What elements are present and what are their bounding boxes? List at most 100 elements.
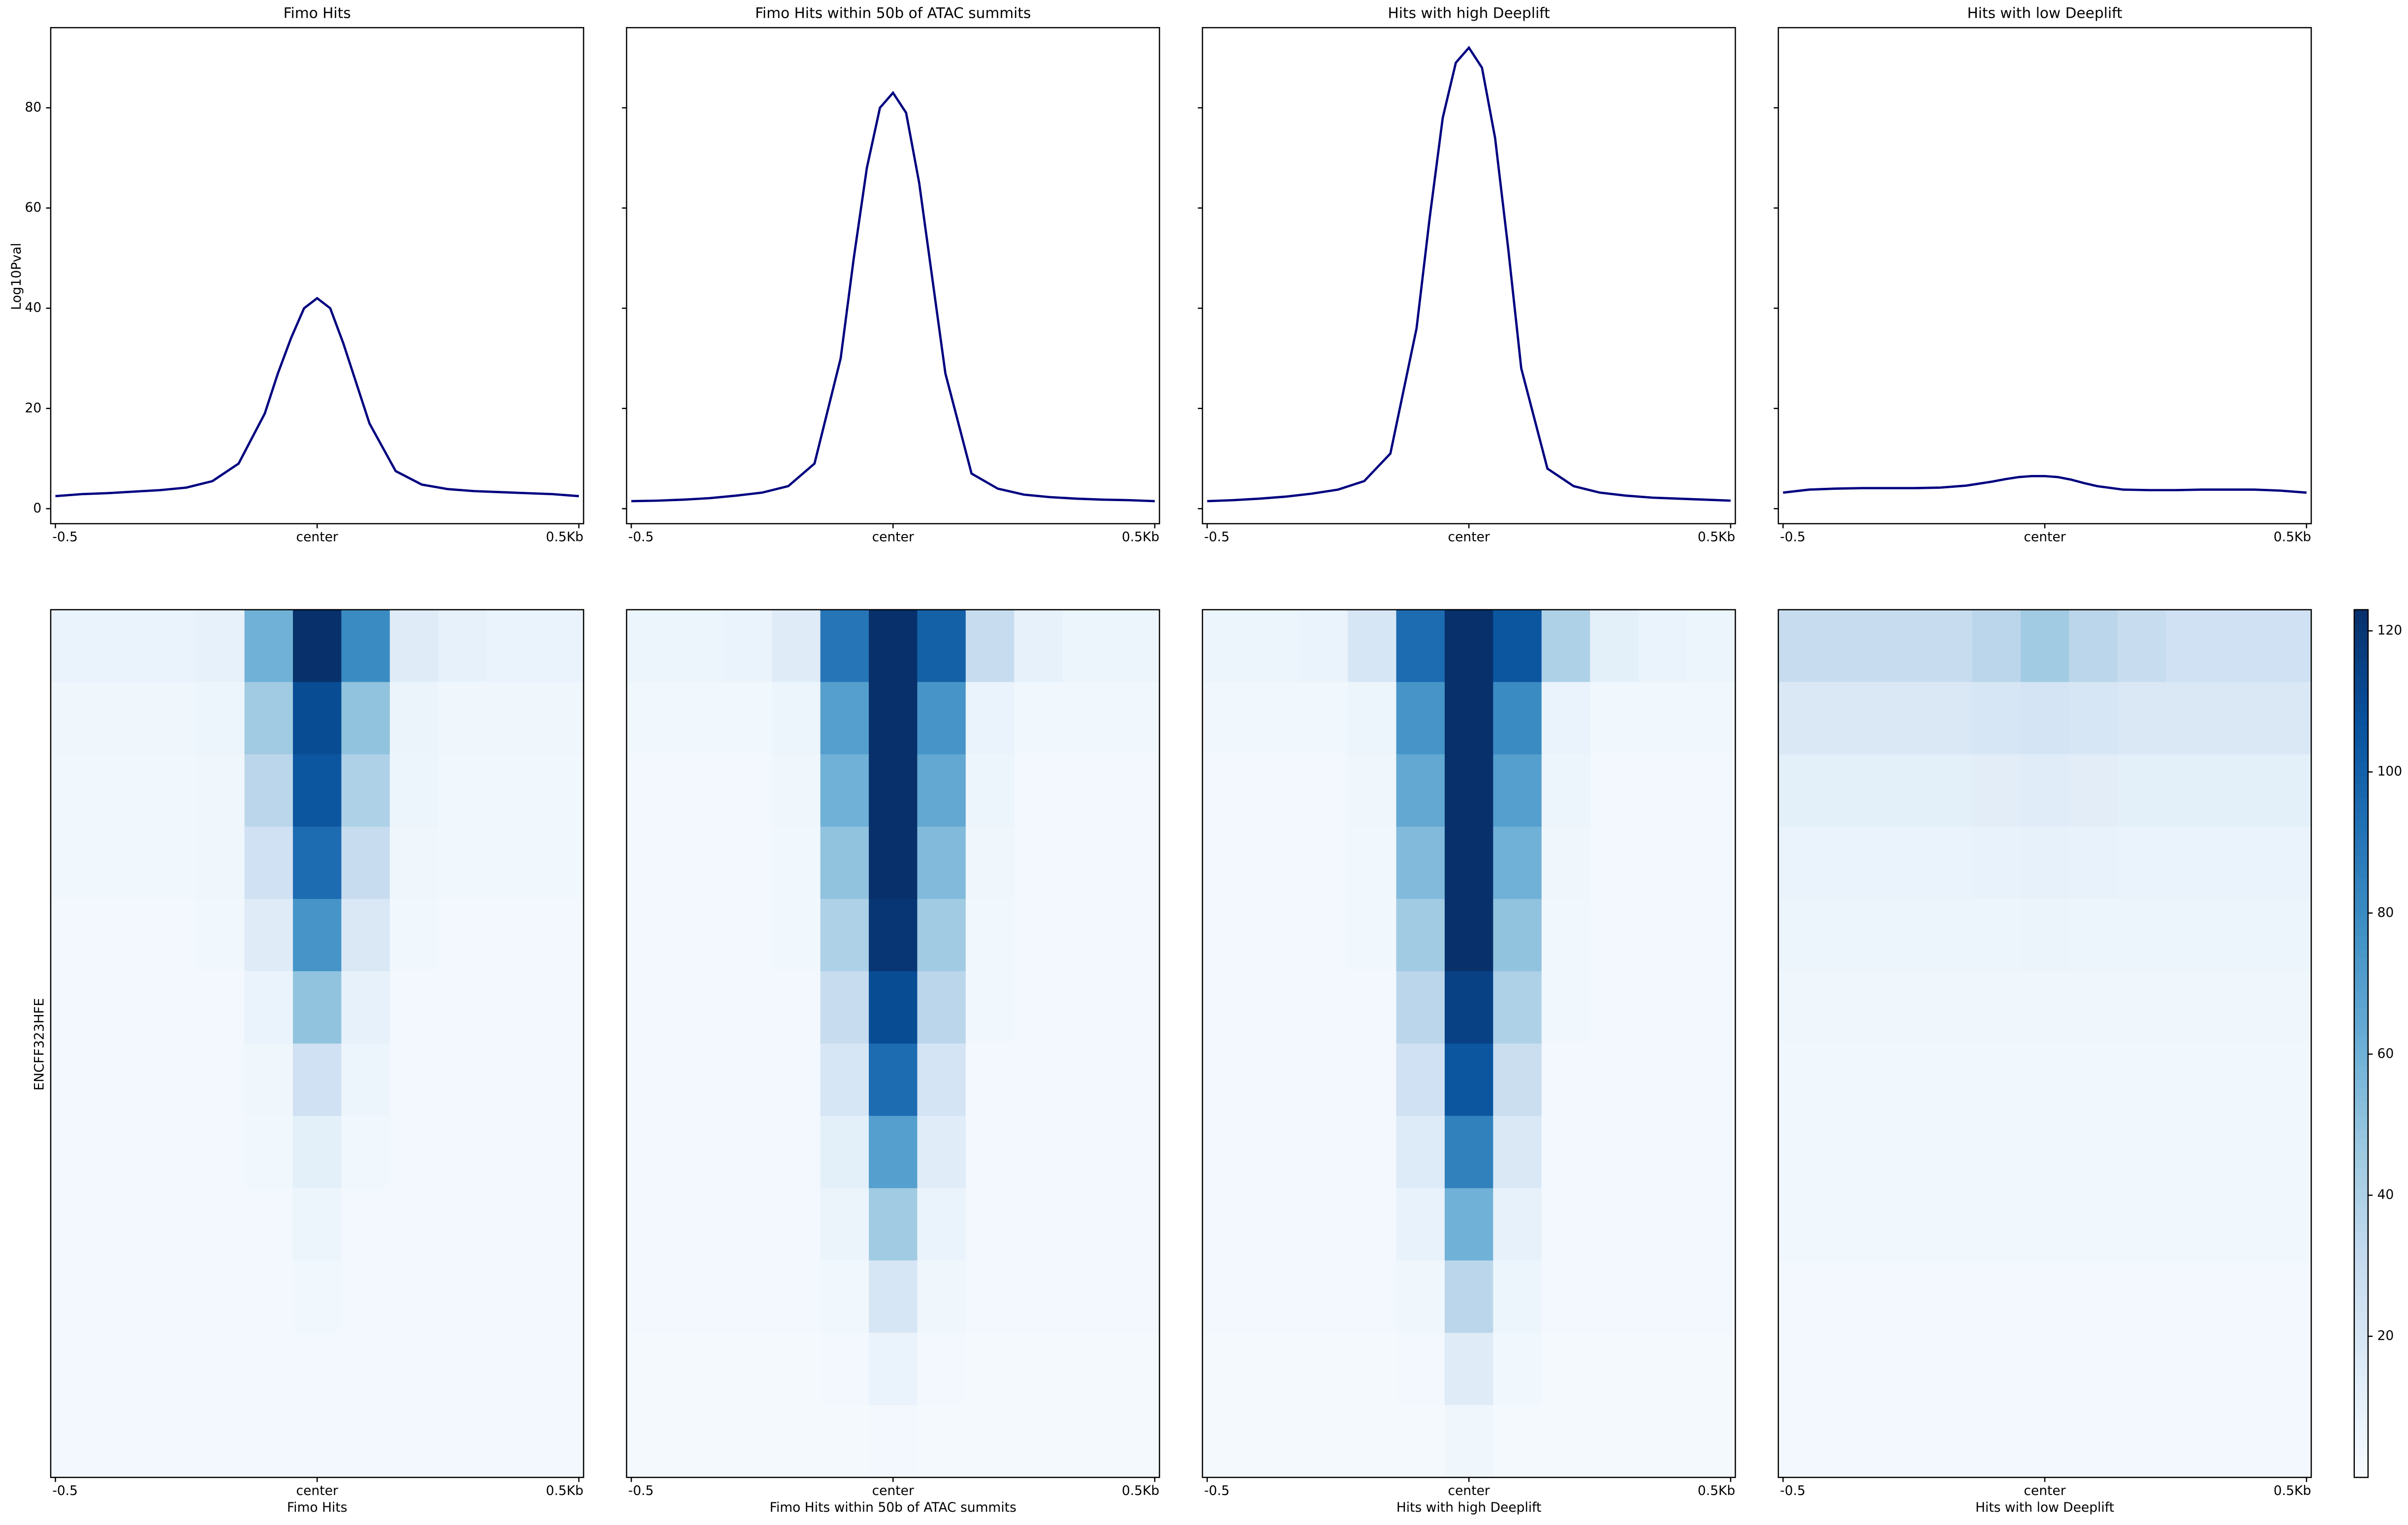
- heatmap-cell: [341, 1115, 391, 1189]
- heatmap-cell: [99, 899, 149, 972]
- heatmap-cell: [535, 682, 584, 755]
- heatmap-cell: [1590, 682, 1639, 755]
- heatmap-cell: [675, 682, 725, 755]
- heatmap-cell: [1014, 899, 1063, 972]
- colorbar-swatch: [2354, 653, 2368, 661]
- heatmap-cell: [51, 754, 100, 827]
- heatmap-cell: [1541, 1260, 1591, 1334]
- colorbar-swatch: [2354, 1159, 2368, 1167]
- colorbar-swatch: [2354, 739, 2368, 748]
- colorbar-swatch: [2354, 703, 2368, 712]
- heatmap-cell: [869, 1260, 918, 1334]
- heatmap-cell: [535, 754, 584, 827]
- heatmap-cell: [965, 1260, 1015, 1334]
- x-tick-label: 0.5Kb: [2274, 1483, 2311, 1498]
- x-tick-label: 0.5Kb: [2274, 529, 2311, 544]
- heatmap-cell: [389, 1043, 439, 1117]
- heatmap-cell: [1778, 826, 1828, 900]
- heatmap-cell: [1251, 1188, 1300, 1261]
- heatmap-cell: [1396, 754, 1446, 827]
- heatmap-cell: [293, 826, 342, 900]
- heatmap-cell: [244, 754, 294, 827]
- heatmap-cell: [1924, 1333, 1973, 1406]
- heatmap-cell: [1493, 682, 1543, 755]
- colorbar-tick-label: 80: [2377, 905, 2394, 920]
- heatmap-cell: [196, 1188, 245, 1261]
- heatmap-cell: [389, 1188, 439, 1261]
- heatmap-cell: [2117, 1115, 2167, 1189]
- colorbar-swatch: [2354, 1448, 2368, 1457]
- panel-title: Hits with low Deeplift: [1967, 4, 2122, 22]
- heatmap-cell: [1638, 1115, 1688, 1189]
- heatmap-cell: [196, 609, 245, 683]
- colorbar-swatch: [2354, 1362, 2368, 1369]
- colorbar-swatch: [2354, 1058, 2368, 1066]
- heatmap-cell: [917, 971, 967, 1045]
- heatmap-cell: [341, 1043, 391, 1117]
- heatmap-cell: [438, 1115, 487, 1189]
- x-tick-label: -0.5: [52, 1483, 78, 1498]
- heatmap-cell: [2214, 1115, 2264, 1189]
- heatmap-cell: [1396, 1333, 1446, 1406]
- heatmap-cell: [244, 682, 294, 755]
- heatmap-cell: [1444, 826, 1494, 900]
- heatmap-cell: [486, 899, 536, 972]
- heatmap-cell: [51, 1043, 100, 1117]
- heatmap-cell: [438, 826, 487, 900]
- heatmap-cell: [1778, 971, 1828, 1045]
- heatmap-cell: [1972, 754, 2022, 827]
- heatmap-cell: [1062, 609, 1112, 683]
- heatmap-cell: [51, 609, 100, 683]
- heatmap-cell: [1687, 1115, 1736, 1189]
- heatmap-cell: [626, 1333, 676, 1406]
- colorbar-swatch: [2354, 1000, 2368, 1008]
- heatmap-cell: [772, 971, 821, 1045]
- heatmap-cell: [1972, 1043, 2022, 1117]
- heatmap-cell: [1638, 899, 1688, 972]
- heatmap-cell: [1827, 1043, 1876, 1117]
- heatmap-cell: [1827, 609, 1876, 683]
- colorbar-swatch: [2354, 1289, 2368, 1297]
- heatmap-cell: [1396, 826, 1446, 900]
- heatmap-cell: [820, 971, 870, 1045]
- heatmap-cell: [293, 1260, 342, 1334]
- heatmap-cell: [1493, 1188, 1543, 1261]
- heatmap-cell: [869, 609, 918, 683]
- y-axis-label: ENCFF323HFE: [32, 998, 47, 1090]
- heatmap-cell: [1638, 1043, 1688, 1117]
- heatmap-cell: [51, 682, 100, 755]
- heatmap-cell: [917, 1115, 967, 1189]
- colorbar-swatch: [2354, 805, 2368, 813]
- x-axis-label: Fimo Hits: [287, 1500, 348, 1515]
- colorbar-swatch: [2354, 1405, 2368, 1413]
- y-tick-label: 20: [25, 400, 42, 415]
- heatmap-cell: [99, 1115, 149, 1189]
- heatmap-cell: [1687, 1333, 1736, 1406]
- heatmap-cell: [675, 1333, 725, 1406]
- x-tick-label: 0.5Kb: [1122, 529, 1159, 544]
- colorbar-swatch: [2354, 1015, 2368, 1022]
- heatmap-cell: [1972, 1333, 2022, 1406]
- heatmap-cell: [1972, 682, 2022, 755]
- heatmap-cell: [1541, 1188, 1591, 1261]
- heatmap-cell: [2117, 899, 2167, 972]
- heatmap-cell: [389, 971, 439, 1045]
- colorbar-swatch: [2354, 1376, 2368, 1384]
- colorbar-swatch: [2354, 877, 2368, 885]
- colorbar-swatch: [2354, 833, 2368, 842]
- heatmap-cell: [341, 826, 391, 900]
- colorbar-swatch: [2354, 1137, 2368, 1145]
- colorbar-swatch: [2354, 927, 2368, 936]
- heatmap-cell: [2117, 1333, 2167, 1406]
- heatmap-cell: [1396, 609, 1446, 683]
- heatmap-cell: [675, 1405, 725, 1478]
- heatmap-cell: [1251, 1260, 1300, 1334]
- colorbar-swatch: [2354, 1050, 2368, 1059]
- heatmap-cell: [1687, 754, 1736, 827]
- heatmap-cell: [1299, 1043, 1349, 1117]
- y-tick-label: 60: [25, 200, 42, 215]
- colorbar-swatch: [2354, 956, 2368, 965]
- heatmap-cell: [293, 1115, 342, 1189]
- heatmap-cell: [244, 899, 294, 972]
- heatmap-cell: [1493, 754, 1543, 827]
